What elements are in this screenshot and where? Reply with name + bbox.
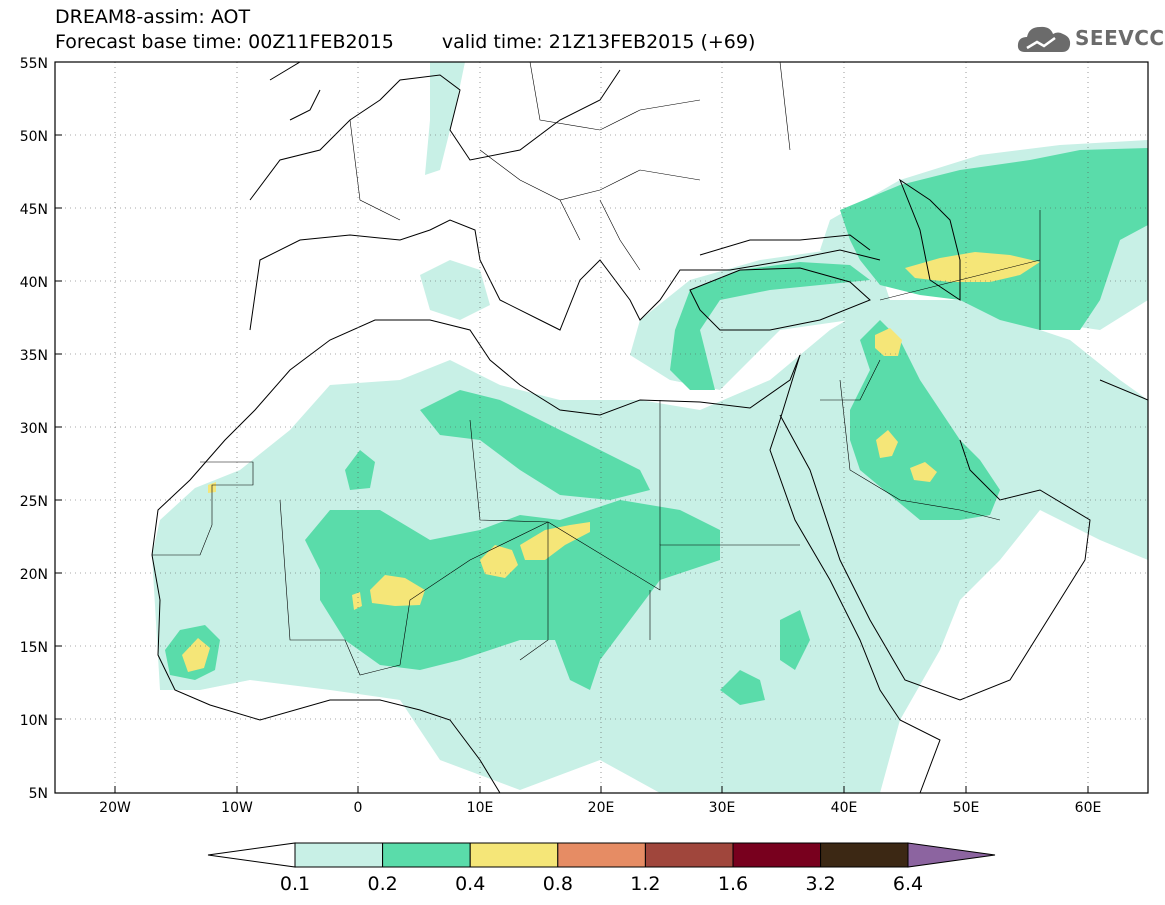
lon-label: 10E — [467, 800, 494, 816]
colorbar-label: 0.1 — [280, 873, 310, 895]
logo-text: SEEVCCC — [1075, 26, 1165, 50]
colorbar-labels: 0.1 0.2 0.4 0.8 1.2 1.6 3.2 6.4 — [280, 873, 923, 895]
latitude-labels: 55N 50N 45N 40N 35N 30N 25N 20N 15N 10N … — [20, 56, 48, 802]
lon-label: 40E — [831, 800, 858, 816]
map-title: DREAM8-assim: AOT — [55, 6, 251, 28]
lat-label: 15N — [20, 640, 48, 656]
lon-label: 60E — [1075, 800, 1102, 816]
colorbar-label: 1.2 — [630, 873, 660, 895]
colorbar-label: 0.2 — [367, 873, 397, 895]
lat-label: 30N — [20, 421, 48, 437]
lon-label: 30E — [709, 800, 736, 816]
lon-label: 50E — [953, 800, 980, 816]
colorbar-swatch — [382, 842, 471, 868]
country-borders — [152, 62, 1041, 676]
colorbar-label: 6.4 — [893, 873, 923, 895]
colorbar-swatch — [820, 842, 909, 868]
forecast-base-time: Forecast base time: 00Z11FEB2015 — [55, 31, 394, 53]
colorbar-swatch — [294, 842, 384, 868]
lon-label: 20E — [588, 800, 615, 816]
colorbar-label: 1.6 — [718, 873, 748, 895]
colorbar-over-arrow — [907, 842, 996, 868]
colorbar-label: 0.8 — [543, 873, 573, 895]
lat-label: 50N — [20, 129, 48, 145]
valid-time: valid time: 21Z13FEB2015 (+69) — [441, 31, 756, 53]
colorbar-swatch — [644, 842, 734, 868]
lat-label: 5N — [29, 786, 48, 802]
colorbar-under-arrow — [207, 842, 296, 868]
lat-label: 55N — [20, 56, 48, 72]
colorbar-swatch — [557, 842, 646, 868]
colorbar-swatch — [469, 842, 559, 868]
coastlines — [151, 62, 1148, 793]
seevccc-logo: SEEVCCC — [1017, 22, 1165, 56]
lat-label: 35N — [20, 348, 48, 364]
colorbar-label: 3.2 — [805, 873, 835, 895]
lon-label: 0 — [354, 800, 363, 816]
axis-ticks — [55, 61, 1089, 794]
lon-label: 10W — [221, 800, 253, 816]
lat-label: 40N — [20, 275, 48, 291]
lon-label: 20W — [99, 800, 131, 816]
longitude-labels: 20W 10W 0 10E 20E 30E 40E 50E 60E — [99, 800, 1101, 816]
lat-label: 45N — [20, 202, 48, 218]
lat-label: 20N — [20, 567, 48, 583]
lat-label: 10N — [20, 713, 48, 729]
colorbar — [207, 842, 996, 868]
colorbar-label: 0.4 — [455, 873, 485, 895]
lat-label: 25N — [20, 494, 48, 510]
cloud-icon — [1017, 26, 1071, 52]
graticule — [55, 62, 1148, 793]
colorbar-swatch — [732, 842, 822, 868]
